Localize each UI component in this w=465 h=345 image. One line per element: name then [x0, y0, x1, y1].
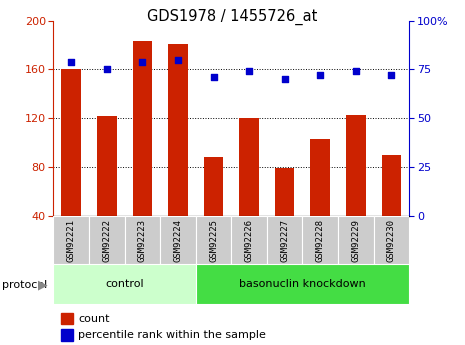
Text: GDS1978 / 1455726_at: GDS1978 / 1455726_at	[147, 9, 318, 25]
Point	[281, 77, 288, 82]
Text: GSM92230: GSM92230	[387, 219, 396, 263]
Bar	[196, 216, 232, 264]
Point	[317, 72, 324, 78]
Point	[210, 75, 217, 80]
Bar	[311, 139, 330, 216]
Bar	[303, 216, 338, 264]
Bar	[53, 264, 196, 304]
Bar	[61, 69, 81, 216]
Text: GSM92226: GSM92226	[245, 219, 253, 263]
Point	[388, 72, 395, 78]
Text: GSM92225: GSM92225	[209, 219, 218, 263]
Text: GSM92229: GSM92229	[352, 219, 360, 263]
Bar	[232, 216, 267, 264]
Bar	[204, 157, 223, 216]
Text: GSM92222: GSM92222	[102, 219, 111, 263]
Bar	[89, 216, 125, 264]
Text: protocol: protocol	[2, 280, 47, 289]
Bar	[267, 216, 303, 264]
Text: GSM92228: GSM92228	[316, 219, 325, 263]
Point	[67, 59, 75, 65]
Bar	[338, 216, 374, 264]
Bar	[60, 329, 73, 341]
Bar	[160, 216, 196, 264]
Point	[352, 69, 359, 74]
Bar	[133, 41, 152, 216]
Text: ▶: ▶	[38, 278, 47, 291]
Point	[139, 59, 146, 65]
Text: GSM92221: GSM92221	[67, 219, 76, 263]
Text: basonuclin knockdown: basonuclin knockdown	[239, 279, 366, 289]
Point	[174, 57, 182, 62]
Bar	[275, 168, 294, 216]
Text: GSM92227: GSM92227	[280, 219, 289, 263]
Bar	[196, 264, 409, 304]
Bar	[239, 118, 259, 216]
Point	[103, 67, 111, 72]
Bar	[53, 216, 89, 264]
Text: GSM92223: GSM92223	[138, 219, 147, 263]
Bar	[125, 216, 160, 264]
Bar	[346, 115, 365, 216]
Text: count: count	[79, 314, 110, 324]
Bar	[374, 216, 409, 264]
Bar	[60, 313, 73, 324]
Bar	[97, 116, 117, 216]
Bar	[382, 155, 401, 216]
Text: percentile rank within the sample: percentile rank within the sample	[79, 330, 266, 340]
Bar	[168, 44, 188, 216]
Text: GSM92224: GSM92224	[173, 219, 182, 263]
Text: control: control	[105, 279, 144, 289]
Point	[246, 69, 253, 74]
